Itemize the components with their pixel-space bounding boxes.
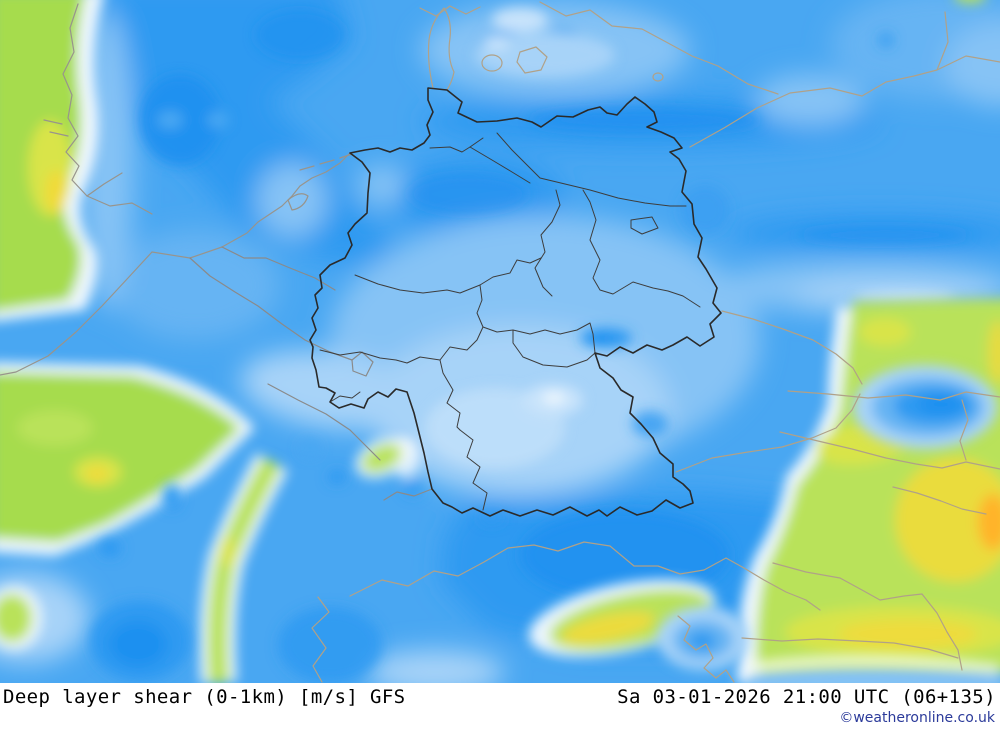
swiss-borders [267,383,433,501]
map-title: Deep layer shear (0-1km) [m/s] GFS [3,686,406,708]
watermark: ©weatheronline.co.uk [839,710,995,726]
denmark-funen [481,54,503,72]
poland-baltic-coast [689,11,1000,148]
denmark-zealand [516,46,548,74]
czech-austria-border [675,390,1000,473]
contour-map-svg [0,0,1000,683]
hungary-croatia-border [892,486,987,515]
map-valid-datetime: Sa 03-01-2026 21:00 UTC (06+135) [617,686,996,708]
uk-rivers [43,119,69,137]
czech-poland-border [721,310,863,385]
istria-coast [677,615,735,683]
contour-accents [140,8,970,600]
map-area [0,0,1000,683]
overlay-blue-blobs [90,365,1000,683]
caption-bar: Deep layer shear (0-1km) [m/s] GFS Sa 03… [0,683,1000,733]
germany-border [309,87,722,517]
ijsselmeer [287,193,309,211]
france-italy-border [311,596,330,683]
country-coastlines [0,1,1000,683]
austria-hungary-border [779,399,1000,470]
channel-coast-france [0,251,153,376]
scandinavia-coast [419,1,779,95]
caption-row: Deep layer shear (0-1km) [m/s] GFS Sa 03… [0,683,1000,708]
denmark-jutland [427,7,455,91]
luxembourg-border [351,351,374,377]
alps-crest-border [349,541,821,611]
frisian-islands [299,153,353,171]
balkan-borders [741,562,963,671]
belgium-borders [189,246,353,361]
uk-south-coast [86,195,153,215]
bornholm-island [652,72,664,82]
german-state-borders [319,132,701,511]
